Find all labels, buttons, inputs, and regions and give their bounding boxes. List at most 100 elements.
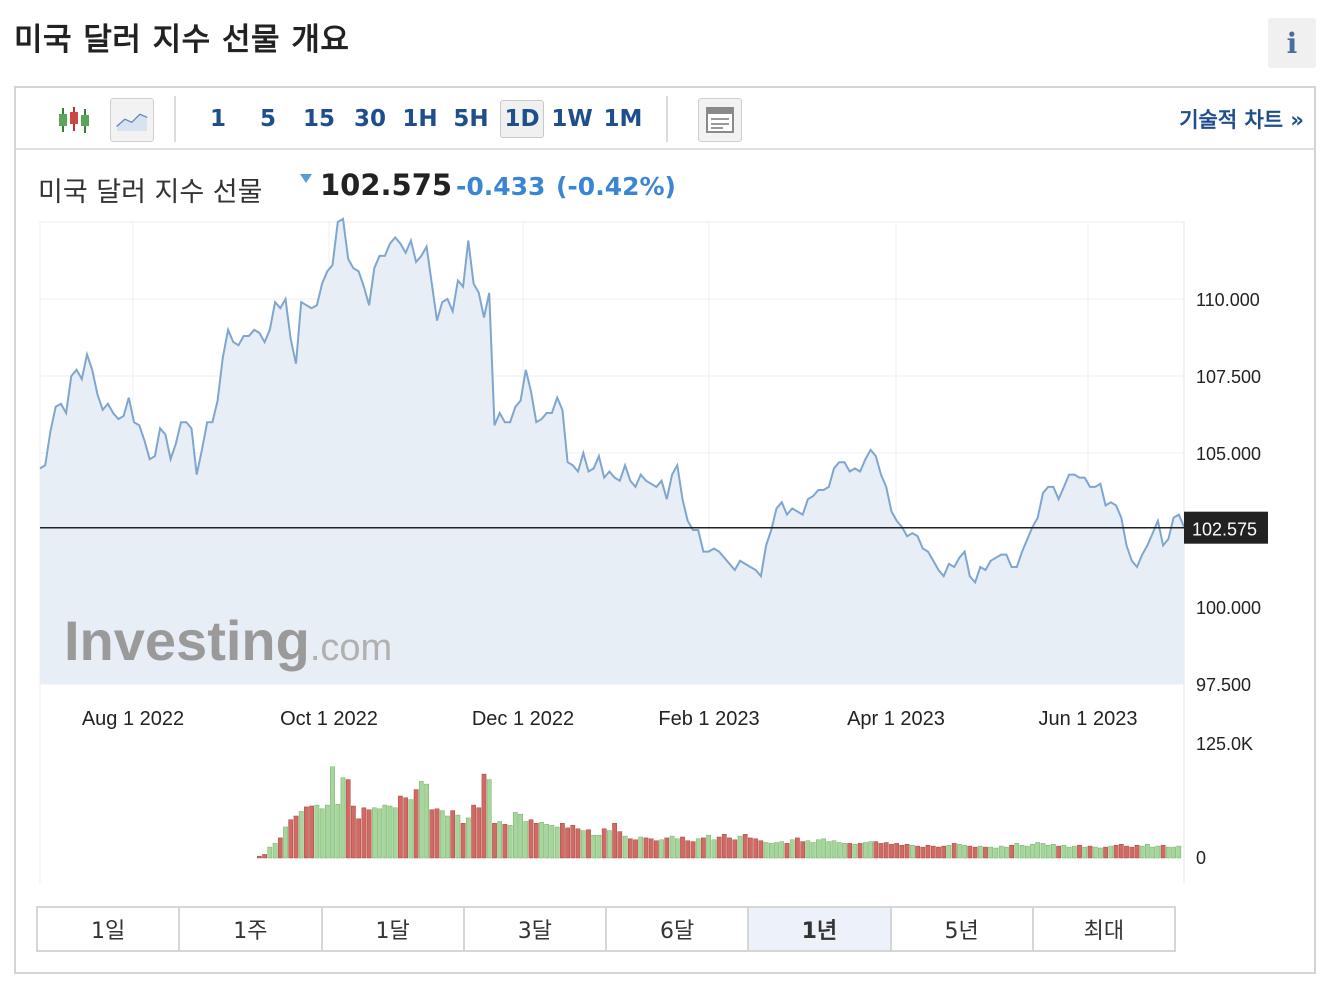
interval-15[interactable]: 15 bbox=[303, 106, 336, 132]
volume-bar bbox=[988, 846, 994, 859]
volume-bar bbox=[465, 817, 471, 859]
volume-bar bbox=[654, 840, 659, 859]
volume-bar bbox=[795, 837, 800, 859]
volume-bar bbox=[1004, 846, 1009, 859]
volume-bar bbox=[1129, 846, 1135, 859]
calendar-icon[interactable] bbox=[698, 98, 742, 142]
volume-bar bbox=[1108, 845, 1114, 859]
volume-bar bbox=[277, 837, 283, 859]
volume-bar bbox=[627, 838, 633, 859]
interval-1w[interactable]: 1W bbox=[551, 106, 593, 132]
interval-5[interactable]: 5 bbox=[260, 106, 277, 132]
volume-bar bbox=[842, 843, 847, 859]
volume-bar bbox=[894, 843, 900, 859]
volume-bar bbox=[429, 809, 435, 859]
volume-bar bbox=[878, 843, 884, 859]
volume-bar bbox=[434, 808, 440, 859]
info-button[interactable]: i bbox=[1268, 18, 1316, 68]
volume-bar bbox=[309, 805, 314, 859]
volume-bar bbox=[1030, 844, 1035, 859]
range-1m[interactable]: 1달 bbox=[322, 908, 465, 950]
candlestick-icon[interactable] bbox=[52, 98, 96, 142]
volume-bar bbox=[763, 842, 769, 859]
volume-bar bbox=[283, 826, 288, 859]
volume-bar bbox=[643, 837, 649, 859]
interval-30[interactable]: 30 bbox=[354, 106, 387, 132]
volume-bar bbox=[831, 840, 837, 859]
volume-bar bbox=[779, 841, 785, 859]
volume-bar bbox=[418, 781, 424, 859]
volume-bar bbox=[1098, 847, 1103, 859]
interval-1m[interactable]: 1M bbox=[603, 106, 643, 132]
price-area bbox=[40, 218, 1184, 684]
range-6m[interactable]: 6달 bbox=[607, 908, 750, 950]
volume-bar bbox=[1019, 844, 1025, 859]
volume-bar bbox=[899, 844, 905, 859]
technical-chart-link[interactable]: 기술적 차트 » bbox=[1179, 108, 1304, 132]
x-tick-label: Apr 1 2023 bbox=[847, 708, 945, 730]
volume-bar bbox=[528, 819, 534, 859]
down-arrow-icon bbox=[300, 174, 312, 183]
range-selector: 1일 1주 1달 3달 6달 1년 5년 최대 bbox=[36, 906, 1176, 952]
volume-bar bbox=[1134, 844, 1140, 859]
interval-1[interactable]: 1 bbox=[210, 106, 227, 132]
volume-bar bbox=[1092, 846, 1098, 859]
volume-bar bbox=[403, 797, 409, 859]
volume-bar bbox=[460, 823, 466, 859]
volume-bar bbox=[889, 844, 894, 859]
quote-change-percent: (-0.42%) bbox=[556, 172, 676, 201]
interval-1d[interactable]: 1D bbox=[500, 100, 544, 138]
price-chart: Investing.com 102.575 110.000 107.500 105.… bbox=[39, 217, 1268, 883]
volume-bar bbox=[424, 783, 429, 859]
volume-bar bbox=[356, 818, 361, 859]
volume-bar bbox=[298, 811, 304, 859]
volume-tick-label: 125.0K bbox=[1196, 734, 1253, 754]
x-tick-label: Jun 1 2023 bbox=[1039, 708, 1138, 730]
x-tick-label: Oct 1 2022 bbox=[280, 708, 378, 730]
volume-bar bbox=[815, 839, 821, 859]
volume-bar bbox=[617, 831, 623, 859]
volume-bar bbox=[998, 845, 1004, 859]
current-price-label-bg bbox=[1184, 511, 1268, 544]
volume-bar bbox=[633, 839, 638, 859]
volume-bar bbox=[664, 837, 670, 859]
volume-bar bbox=[972, 846, 978, 859]
volume-bar bbox=[622, 835, 628, 859]
volume-bar bbox=[1071, 845, 1077, 859]
volume-bar bbox=[262, 854, 267, 859]
range-1y[interactable]: 1년 bbox=[749, 908, 892, 950]
range-1w[interactable]: 1주 bbox=[180, 908, 323, 950]
volume-bar bbox=[957, 844, 962, 859]
volume-bar bbox=[408, 799, 414, 859]
range-max[interactable]: 최대 bbox=[1033, 908, 1174, 950]
interval-5h[interactable]: 5H bbox=[453, 106, 489, 132]
volume-bar bbox=[523, 821, 529, 859]
volume-bar bbox=[821, 838, 826, 859]
line-chart-icon[interactable] bbox=[110, 98, 154, 142]
volume-bar bbox=[925, 844, 931, 859]
volume-bar bbox=[930, 845, 936, 859]
range-1d[interactable]: 1일 bbox=[38, 908, 181, 950]
volume-bar bbox=[267, 846, 273, 859]
volume-bar bbox=[304, 806, 309, 859]
volume-bar bbox=[737, 835, 743, 859]
volume-bar bbox=[601, 828, 607, 859]
volume-bar bbox=[455, 814, 461, 859]
volume-bar bbox=[257, 855, 262, 859]
volume-bar bbox=[983, 846, 988, 859]
volume-bar bbox=[732, 839, 738, 859]
volume-bar bbox=[685, 840, 691, 859]
interval-1h[interactable]: 1H bbox=[402, 106, 438, 132]
range-3m[interactable]: 3달 bbox=[464, 908, 607, 950]
volume-bar bbox=[1087, 845, 1093, 859]
volume-bar bbox=[1061, 844, 1067, 859]
volume-bar bbox=[607, 830, 612, 859]
volume-bar bbox=[1040, 843, 1046, 859]
range-5y[interactable]: 5년 bbox=[891, 908, 1034, 950]
volume-bar bbox=[1124, 845, 1129, 859]
volume-bar bbox=[774, 842, 779, 859]
volume-bar bbox=[946, 844, 952, 859]
investing-watermark: Investing.com bbox=[64, 609, 392, 672]
volume-bar bbox=[1009, 844, 1014, 859]
volume-bar bbox=[716, 836, 722, 859]
